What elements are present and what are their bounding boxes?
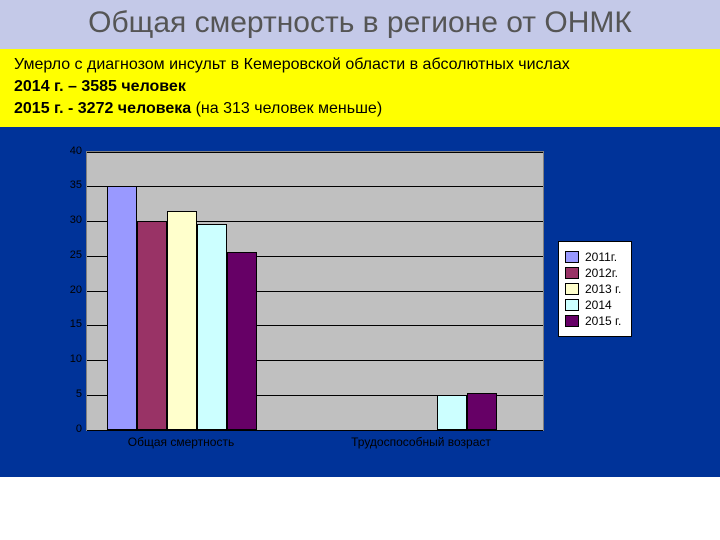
y-tick-label: 40 [44,145,82,157]
legend-label: 2011г. [585,250,617,264]
chart-bar [167,211,197,430]
legend-swatch [565,267,579,279]
chart-bar [437,395,467,430]
legend-item: 2012г. [565,266,621,280]
legend-item: 2015 г. [565,314,621,328]
slide-root: Общая смертность в регионе от ОНМК Умерл… [0,0,720,540]
note-line-1: Умерло с диагнозом инсульт в Кемеровской… [14,55,706,75]
x-axis-label: Общая смертность [106,435,256,449]
y-tick-label: 10 [44,353,82,365]
legend-swatch [565,283,579,295]
y-tick-label: 25 [44,249,82,261]
note-line-3: 2015 г. - 3272 человека (на 313 человек … [14,99,706,119]
legend-swatch [565,251,579,263]
plot-area [86,151,544,431]
y-tick-label: 20 [44,284,82,296]
legend-swatch [565,299,579,311]
chart-legend: 2011г. 2012г. 2013 г. 2014 2015 г. [558,241,632,337]
legend-item: 2013 г. [565,282,621,296]
note-line-2-text: 2014 г. – 3585 человек [14,78,186,95]
slide-title: Общая смертность в регионе от ОНМК [18,6,702,41]
y-tick-label: 15 [44,318,82,330]
legend-swatch [565,315,579,327]
footer-strip [0,518,720,540]
note-line-2: 2014 г. – 3585 человек [14,77,706,97]
legend-label: 2012г. [585,266,618,280]
gridline [87,186,543,187]
chart-bar [227,252,257,429]
title-band: Общая смертность в регионе от ОНМК [0,0,720,49]
note-box: Умерло с диагнозом инсульт в Кемеровской… [0,49,720,127]
legend-label: 2013 г. [585,282,621,296]
y-tick-label: 35 [44,179,82,191]
y-tick-label: 5 [44,388,82,400]
legend-item: 2011г. [565,250,621,264]
chart-area: 2011г. 2012г. 2013 г. 2014 2015 г. 0 5 10 15 20 2… [38,145,682,471]
chart-bar [137,221,167,430]
note-line-3-rest: (на 313 человек меньше) [196,100,383,117]
legend-label: 2014 [585,298,612,312]
gridline [87,152,543,153]
x-axis-label: Трудоспособный возраст [346,435,496,449]
chart-bar [197,224,227,429]
y-tick-label: 0 [44,423,82,435]
note-line-3-bold: 2015 г. - 3272 человека [14,100,196,117]
chart-background: 2011г. 2012г. 2013 г. 2014 2015 г. 0 5 10 15 20 2… [0,127,720,477]
chart-bar [467,393,497,430]
gridline [87,430,543,431]
chart-bar [107,186,137,429]
y-tick-label: 30 [44,214,82,226]
legend-label: 2015 г. [585,314,621,328]
legend-item: 2014 [565,298,621,312]
